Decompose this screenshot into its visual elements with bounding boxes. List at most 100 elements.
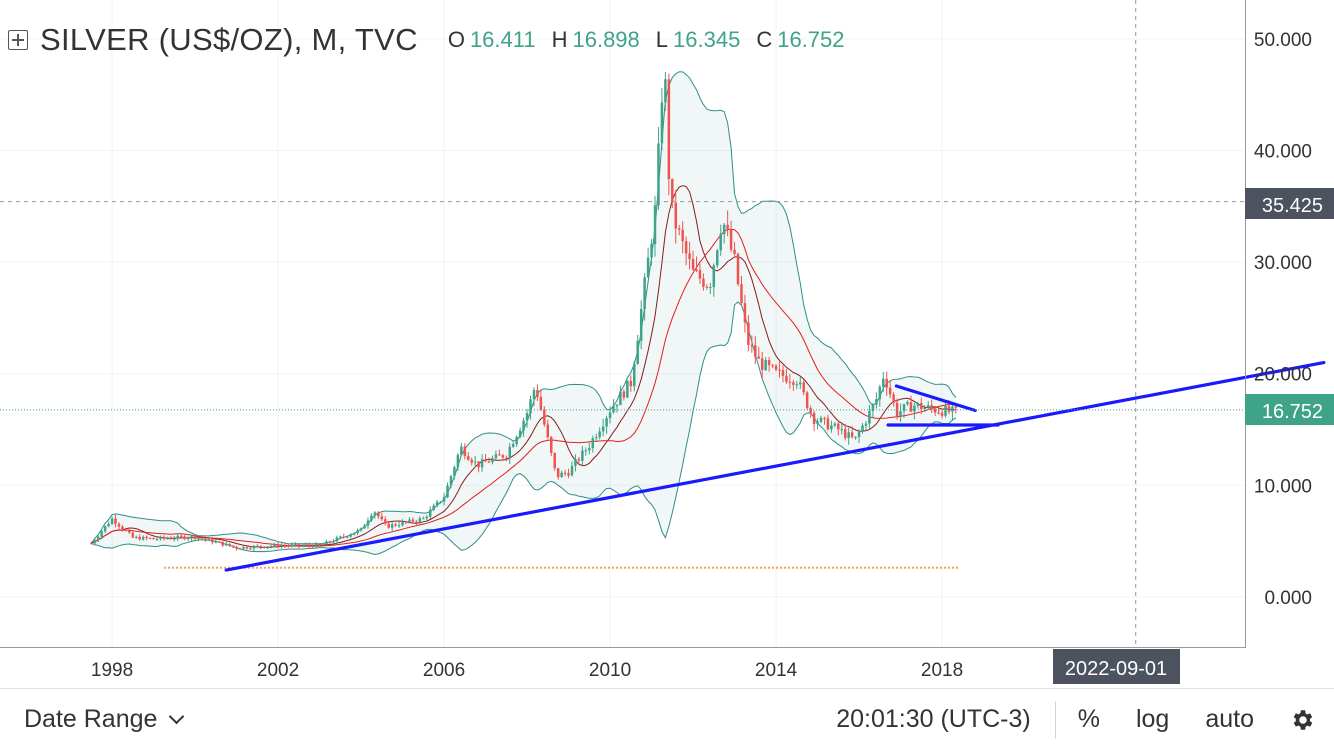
candle: [311, 545, 314, 547]
candle: [819, 417, 823, 422]
close-key: C: [756, 27, 773, 52]
y-tick-label: 30.000: [1254, 253, 1312, 274]
candle: [366, 520, 370, 526]
candle: [325, 541, 328, 545]
x-tick-label: 2010: [589, 660, 631, 681]
candle: [484, 459, 487, 462]
candle: [401, 521, 404, 526]
candle: [428, 509, 432, 517]
candle: [404, 521, 408, 523]
candle: [895, 402, 899, 417]
candle: [339, 536, 342, 538]
trendlines[interactable]: [224, 360, 1326, 572]
band-fill: [91, 71, 956, 555]
candle: [861, 425, 864, 433]
y-tick-label: 40.000: [1254, 142, 1312, 163]
candle: [511, 444, 515, 447]
log-scale-button[interactable]: log: [1135, 705, 1170, 733]
candle: [453, 467, 456, 477]
candle: [601, 426, 605, 432]
candle: [390, 524, 394, 528]
candle: [923, 407, 927, 410]
candle: [788, 381, 792, 383]
chevron-down-icon: [169, 708, 185, 725]
candle: [940, 412, 944, 416]
candle: [951, 406, 954, 412]
candle: [207, 538, 211, 540]
symbol-title[interactable]: SILVER (US$/OZ), M, TVC: [40, 22, 418, 57]
candle: [847, 432, 850, 439]
candle: [633, 363, 636, 387]
candle: [688, 253, 691, 260]
candle: [591, 438, 595, 449]
auto-scale-button[interactable]: auto: [1205, 705, 1254, 733]
candle: [280, 545, 283, 547]
candle: [702, 278, 705, 287]
bottom-toolbar: Date Range 20:01:30 (UTC-3) % log auto: [0, 688, 1334, 750]
candle: [155, 538, 159, 540]
legend-collapse-icon[interactable]: [8, 30, 28, 50]
axes[interactable]: 0.000 10.000 20.000 30.000 40.000 50.000 1998 2…: [91, 30, 1312, 681]
y-tick-label: 50.000: [1254, 30, 1312, 51]
candle: [944, 405, 947, 416]
candle: [726, 224, 729, 231]
candle: [183, 536, 186, 539]
candle: [467, 456, 470, 460]
candle: [470, 459, 473, 463]
candle: [328, 541, 332, 543]
candle: [415, 521, 418, 523]
candle: [826, 418, 830, 430]
axis-labels: 35.425 16.752 2022-09-01: [1053, 188, 1334, 684]
candle: [352, 533, 356, 535]
candle: [837, 423, 840, 430]
percent-scale-button[interactable]: %: [1077, 705, 1100, 733]
candle: [722, 224, 726, 235]
candle: [249, 548, 252, 550]
candle: [193, 535, 197, 539]
candle: [840, 429, 844, 431]
candle: [394, 524, 397, 526]
candle: [480, 459, 484, 468]
candle: [173, 538, 176, 540]
candles[interactable]: [90, 71, 958, 551]
candle: [335, 537, 339, 542]
candle: [598, 431, 601, 438]
candle: [314, 543, 318, 547]
candle: [553, 453, 556, 469]
candle: [615, 404, 619, 407]
candle: [418, 518, 422, 522]
candle: [909, 402, 913, 412]
candle: [709, 287, 712, 289]
candle: [864, 423, 868, 426]
candle: [290, 544, 294, 546]
candle: [397, 525, 401, 527]
y-tick-label: 20.000: [1254, 365, 1312, 386]
moving-averages: [91, 185, 956, 548]
gear-icon[interactable]: [1290, 707, 1316, 733]
candle: [539, 396, 543, 410]
candle: [612, 406, 615, 413]
candle: [124, 529, 128, 531]
open-key: O: [447, 27, 465, 52]
candle: [719, 234, 722, 251]
candle: [487, 461, 491, 463]
candle: [833, 423, 837, 426]
candle: [121, 526, 124, 530]
candle: [141, 536, 145, 540]
candle: [805, 392, 809, 409]
candle: [287, 545, 290, 547]
candle: [716, 250, 719, 266]
x-tick-label: 2002: [257, 660, 299, 681]
candle: [307, 544, 311, 546]
candle: [204, 538, 207, 540]
candle: [536, 389, 539, 397]
candle: [546, 424, 550, 438]
candle: [449, 476, 453, 486]
candle: [550, 437, 553, 454]
date-range-button[interactable]: Date Range: [24, 705, 185, 734]
candle: [252, 546, 256, 549]
candle: [269, 546, 273, 548]
candle: [926, 405, 930, 408]
candle: [882, 378, 885, 387]
